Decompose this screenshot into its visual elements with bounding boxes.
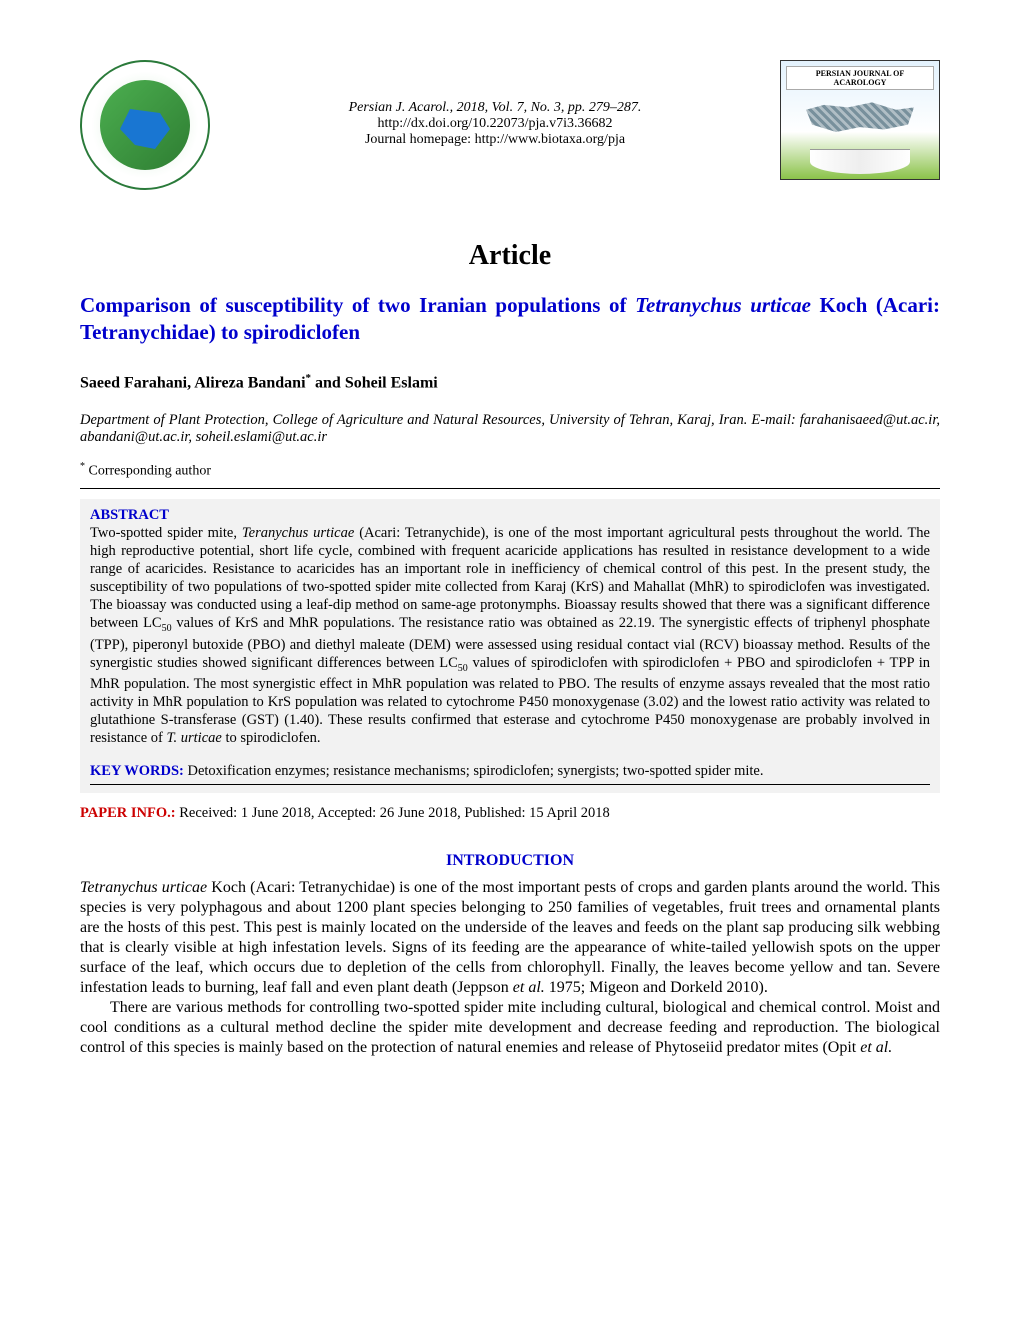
keywords-line: KEY WORDS: Detoxification enzymes; resis… xyxy=(90,763,930,785)
title-species: Tetranychus urticae xyxy=(635,293,811,317)
paper-info-text: Received: 1 June 2018, Accepted: 26 June… xyxy=(176,805,610,821)
journal-logo-title: PERSIAN JOURNAL OF ACAROLOGY xyxy=(786,66,934,90)
authors-main: Saeed Farahani, Alireza Bandani xyxy=(80,374,306,391)
authors-line: Saeed Farahani, Alireza Bandani* and Soh… xyxy=(80,372,940,392)
corresponding-author: * Corresponding author xyxy=(80,461,940,489)
article-type: Article xyxy=(80,240,940,272)
doi-link[interactable]: http://dx.doi.org/10.22073/pja.v7i3.3668… xyxy=(210,116,780,132)
introduction-header: INTRODUCTION xyxy=(80,852,940,870)
homepage-link[interactable]: Journal homepage: http://www.biotaxa.org… xyxy=(210,132,780,148)
title-part1: Comparison of susceptibility of two Iran… xyxy=(80,293,635,317)
citation-line: Persian J. Acarol., 2018, Vol. 7, No. 3,… xyxy=(210,100,780,116)
article-title: Comparison of susceptibility of two Iran… xyxy=(80,292,940,347)
introduction-body: Tetranychus urticae Koch (Acari: Tetrany… xyxy=(80,878,940,1058)
journal-logo: PERSIAN JOURNAL OF ACAROLOGY xyxy=(780,60,940,180)
page-header: Persian J. Acarol., 2018, Vol. 7, No. 3,… xyxy=(80,60,940,190)
paper-info-label: PAPER INFO.: xyxy=(80,805,176,821)
keywords-label: KEY WORDS: xyxy=(90,763,184,779)
abstract-section: ABSTRACT Two-spotted spider mite, Terany… xyxy=(80,499,940,793)
abstract-label: ABSTRACT xyxy=(90,507,930,524)
authors-suffix: and Soheil Eslami xyxy=(311,374,438,391)
citation-block: Persian J. Acarol., 2018, Vol. 7, No. 3,… xyxy=(210,60,780,148)
paper-info: PAPER INFO.: Received: 1 June 2018, Acce… xyxy=(80,805,940,822)
corresponding-text: Corresponding author xyxy=(85,464,211,479)
abstract-text: Two-spotted spider mite, Teranychus urti… xyxy=(90,524,930,748)
society-logo xyxy=(80,60,210,190)
keywords-text: Detoxification enzymes; resistance mecha… xyxy=(184,763,764,779)
affiliation: Department of Plant Protection, College … xyxy=(80,412,940,446)
